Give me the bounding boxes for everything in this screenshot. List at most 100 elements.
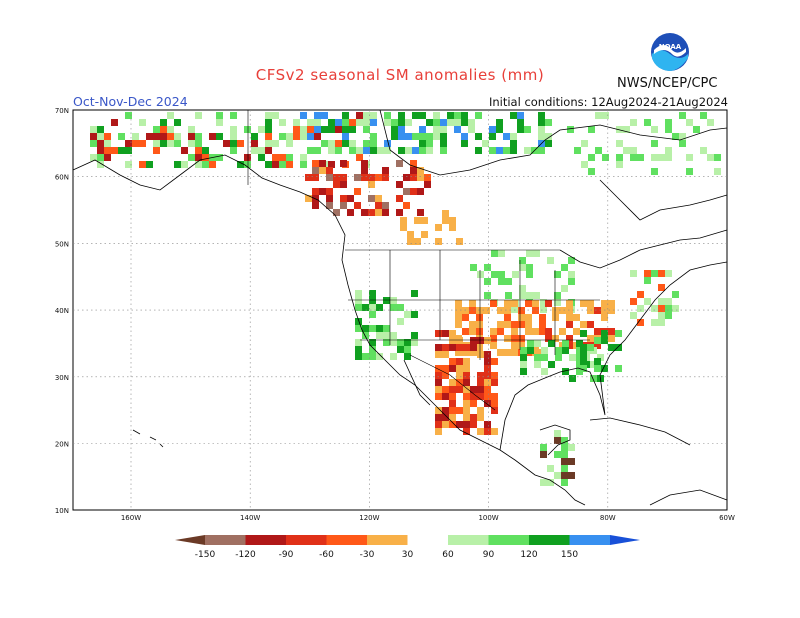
anomaly-cell [504,300,511,307]
anomaly-cell [456,344,463,351]
anomaly-cell [476,314,483,321]
anomaly-cell [111,147,118,154]
anomaly-cell [510,140,517,147]
anomaly-cell [440,140,447,147]
anomaly-cell [630,119,637,126]
anomaly-cell [195,140,202,147]
anomaly-cell [435,386,442,393]
anomaly-cell [484,351,491,358]
anomaly-cell [160,119,167,126]
anomaly-cell [580,344,587,351]
anomaly-cell [355,339,362,346]
anomaly-cell [349,147,356,154]
anomaly-cell [342,112,349,119]
anomaly-cell [404,311,411,318]
anomaly-cell [139,119,146,126]
map-title: CFSv2 seasonal SM anomalies (mm) [255,66,545,84]
anomaly-cell [658,270,665,277]
anomaly-cell [520,361,527,368]
anomaly-cell [293,119,300,126]
anomaly-cell [421,231,428,238]
anomaly-cell [417,209,424,216]
anomaly-cell [477,393,484,400]
anomaly-cell [541,368,548,375]
anomaly-cell [435,365,442,372]
anomaly-cell [561,264,568,271]
anomaly-cell [651,168,658,175]
anomaly-cell [484,386,491,393]
anomaly-cell [637,154,644,161]
anomaly-cell [461,119,468,126]
anomaly-cell [333,209,340,216]
anomaly-cell [532,300,539,307]
anomaly-cell [608,344,615,351]
anomaly-cell [321,112,328,119]
anomaly-cell [383,325,390,332]
lon-label: 60W [719,514,735,522]
anomaly-cell [491,393,498,400]
anomaly-cell [511,335,518,342]
anomaly-cell [442,393,449,400]
anomaly-cell [555,354,562,361]
anomaly-cell [435,393,442,400]
anomaly-cell [463,400,470,407]
anomaly-cell [265,112,272,119]
anomaly-cell [679,133,686,140]
anomaly-cell [463,379,470,386]
anomaly-cell [454,112,461,119]
anomaly-cell [174,119,181,126]
colorbar-tick-label: -120 [235,550,256,560]
anomaly-cell [153,133,160,140]
anomaly-cell [511,349,518,356]
anomaly-cell [305,174,312,181]
anomaly-cell [442,414,449,421]
anomaly-cell [426,119,433,126]
anomaly-cell [470,337,477,344]
anomaly-cell [230,112,237,119]
anomaly-cell [397,339,404,346]
anomaly-cell [463,365,470,372]
anomaly-cell [342,140,349,147]
lon-label: 100W [478,514,498,522]
anomaly-cell [601,314,608,321]
anomaly-cell [581,161,588,168]
anomaly-cell [417,174,424,181]
anomaly-cell [525,314,532,321]
anomaly-cell [568,444,575,451]
anomaly-cell [342,133,349,140]
anomaly-cell [132,133,139,140]
anomaly-cell [396,195,403,202]
anomaly-cell [362,332,369,339]
anomaly-cell [312,202,319,209]
anomaly-cell [370,133,377,140]
anomaly-cell [356,119,363,126]
anomaly-cell [355,353,362,360]
anomaly-cell [658,298,665,305]
anomaly-cell [468,126,475,133]
colorbar [175,535,640,545]
anomaly-cell [202,154,209,161]
anomaly-cell [265,126,272,133]
anomaly-cell [520,368,527,375]
anomaly-cell [503,147,510,154]
anomaly-cell [594,328,601,335]
anomaly-cell [469,328,476,335]
anomaly-cell [426,147,433,154]
anomaly-cell [463,372,470,379]
anomaly-cell [411,311,418,318]
anomaly-cell [504,307,511,314]
anomaly-cell [630,154,637,161]
anomaly-cell [534,340,541,347]
anomaly-cell [520,347,527,354]
anomaly-cell [251,140,258,147]
anomaly-cell [435,379,442,386]
anomaly-cell [601,365,608,372]
anomaly-cell [405,147,412,154]
anomaly-cell [398,147,405,154]
anomaly-cell [362,353,369,360]
anomaly-cell [342,126,349,133]
anomaly-cell [554,472,561,479]
anomaly-cell [482,140,489,147]
anomaly-cell [314,119,321,126]
anomaly-cell [476,342,483,349]
